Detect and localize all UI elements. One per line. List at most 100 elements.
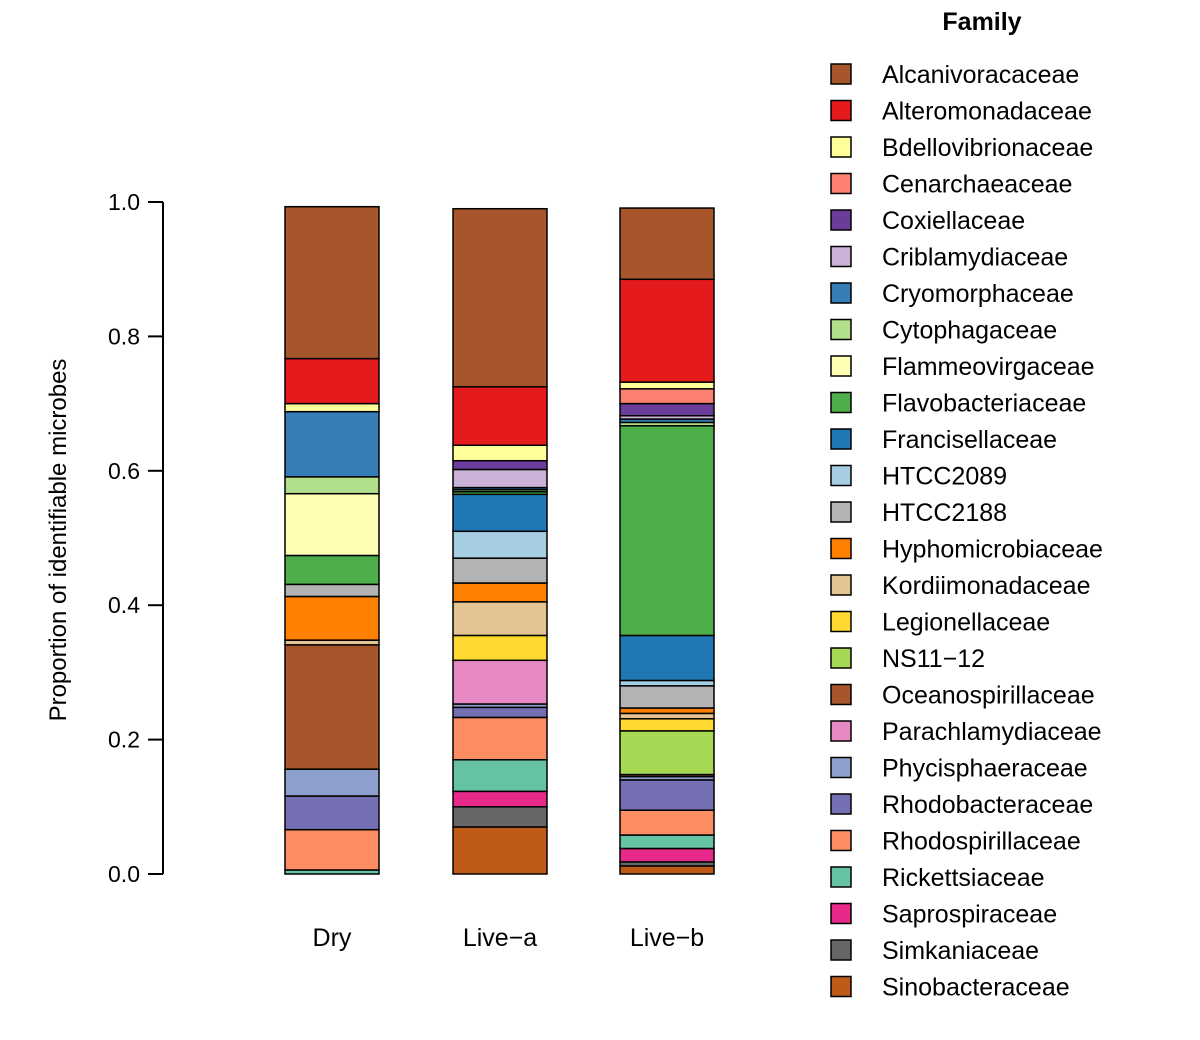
bar-stack (452, 207, 548, 875)
bar-segment (284, 410, 380, 478)
legend-swatch (830, 866, 852, 888)
legend-label: Flavobacteriaceae (882, 390, 1086, 418)
bar-segment (619, 730, 715, 776)
legend-swatch (830, 683, 852, 706)
y-axis-title: Proportion of identifiable microbes (45, 359, 72, 722)
bar-segment (452, 634, 548, 662)
legend-item: Cryomorphaceae (830, 280, 1074, 308)
bar-segment (619, 712, 715, 720)
bar-segment (284, 492, 380, 557)
category-labels: Dry Live−a Live−b (313, 924, 705, 952)
legend-label: NS11−12 (882, 645, 985, 673)
legend-label: Criblamydiaceae (882, 244, 1068, 272)
bar-segment (452, 582, 548, 603)
legend-swatch (830, 793, 852, 815)
bar-segment (284, 357, 380, 405)
bar-segment (619, 388, 715, 405)
bar-segment (619, 718, 715, 732)
legend-item: Francisellaceae (830, 426, 1057, 454)
bar-segment (284, 644, 380, 770)
legend-swatch (830, 501, 852, 523)
bar-segment (619, 679, 715, 687)
legend-swatch (830, 464, 852, 487)
legend-swatch (830, 318, 852, 341)
bar-segment (452, 790, 548, 808)
bar-segment (619, 779, 715, 811)
bar-segment (619, 847, 715, 863)
bar-segment (619, 707, 715, 715)
legend-item: Saprospiraceae (830, 901, 1057, 929)
legend-swatch (830, 574, 852, 596)
legend-label: Parachlamydiaceae (882, 718, 1102, 746)
bar-segment (284, 828, 380, 871)
legend-item: Flavobacteriaceae (830, 390, 1086, 418)
legend-label: HTCC2089 (882, 463, 1007, 491)
bar-segment (452, 557, 548, 584)
legend-swatch (830, 99, 852, 122)
legend-item: HTCC2089 (830, 463, 1007, 491)
legend-item: Rhodospirillaceae (830, 828, 1081, 856)
legend-item: Parachlamydiaceae (830, 718, 1102, 746)
legend-item: Legionellaceae (830, 609, 1050, 637)
legend-item: Rickettsiaceae (830, 864, 1045, 892)
y-tick-label: 0.2 (108, 727, 140, 753)
y-tick-label: 0.6 (108, 458, 140, 484)
bar-segment (619, 865, 715, 875)
bar-segment (284, 583, 380, 598)
legend-item: Hyphomicrobiaceae (830, 536, 1103, 564)
legend-item: Coxiellaceae (830, 207, 1025, 235)
legend-item: Oceanospirillaceae (830, 682, 1095, 710)
legend-label: Hyphomicrobiaceae (882, 536, 1103, 564)
bar-segment (452, 826, 548, 875)
bar-segment (284, 768, 380, 797)
legend-label: Cytophagaceae (882, 317, 1057, 345)
x-category-label: Live−a (463, 924, 537, 952)
legend-swatch (830, 63, 852, 85)
x-category-label: Live−b (630, 924, 704, 952)
bar-segment (452, 459, 548, 471)
legend-item: Kordiimonadaceae (830, 572, 1090, 600)
bar-stack (284, 205, 380, 875)
bar-segment (619, 685, 715, 709)
bar-segment (452, 806, 548, 828)
legend-label: Bdellovibrionaceae (882, 134, 1093, 162)
legend-swatch (830, 829, 852, 852)
legend-item: Flammeovirgaceae (830, 353, 1095, 381)
bar-segment (619, 278, 715, 383)
y-tick-label: 0.8 (108, 323, 140, 349)
legend-item: Alteromonadaceae (830, 98, 1092, 126)
legend-swatch (830, 391, 852, 414)
legend-label: Kordiimonadaceae (882, 572, 1090, 600)
y-tick-label: 1.0 (108, 189, 140, 215)
legend-item: Alcanivoracaceae (830, 61, 1079, 89)
legend-swatch (830, 610, 852, 633)
legend-label: Sinobacteraceae (882, 974, 1070, 1002)
legend-label: Cenarchaeaceae (882, 171, 1072, 199)
bar-segment (452, 759, 548, 793)
bar-segment (284, 402, 380, 413)
bar-segment (452, 207, 548, 388)
legend-swatch (830, 756, 852, 779)
bar-segment (284, 795, 380, 831)
legend-item: HTCC2188 (830, 499, 1007, 527)
bar-segment (284, 205, 380, 360)
bar-segment (619, 834, 715, 850)
legend-item: NS11−12 (830, 645, 985, 673)
legend-swatch (830, 245, 852, 268)
bar-segment (284, 476, 380, 495)
bar-segment (452, 444, 548, 462)
legend-item: Bdellovibrionaceae (830, 134, 1093, 162)
legend-item: Simkaniaceae (830, 937, 1039, 965)
legend-swatch (830, 428, 852, 450)
bar-segment (284, 595, 380, 641)
legend-label: Coxiellaceae (882, 207, 1025, 235)
bar-segment (619, 381, 715, 390)
legend-item: Rhodobacteraceae (830, 791, 1093, 819)
legend-label: Oceanospirillaceae (882, 682, 1095, 710)
legend-swatch (830, 537, 852, 560)
bar-segment (619, 207, 715, 281)
bar-segment (452, 493, 548, 533)
legend-swatch (830, 975, 852, 998)
bar-segment (452, 659, 548, 705)
